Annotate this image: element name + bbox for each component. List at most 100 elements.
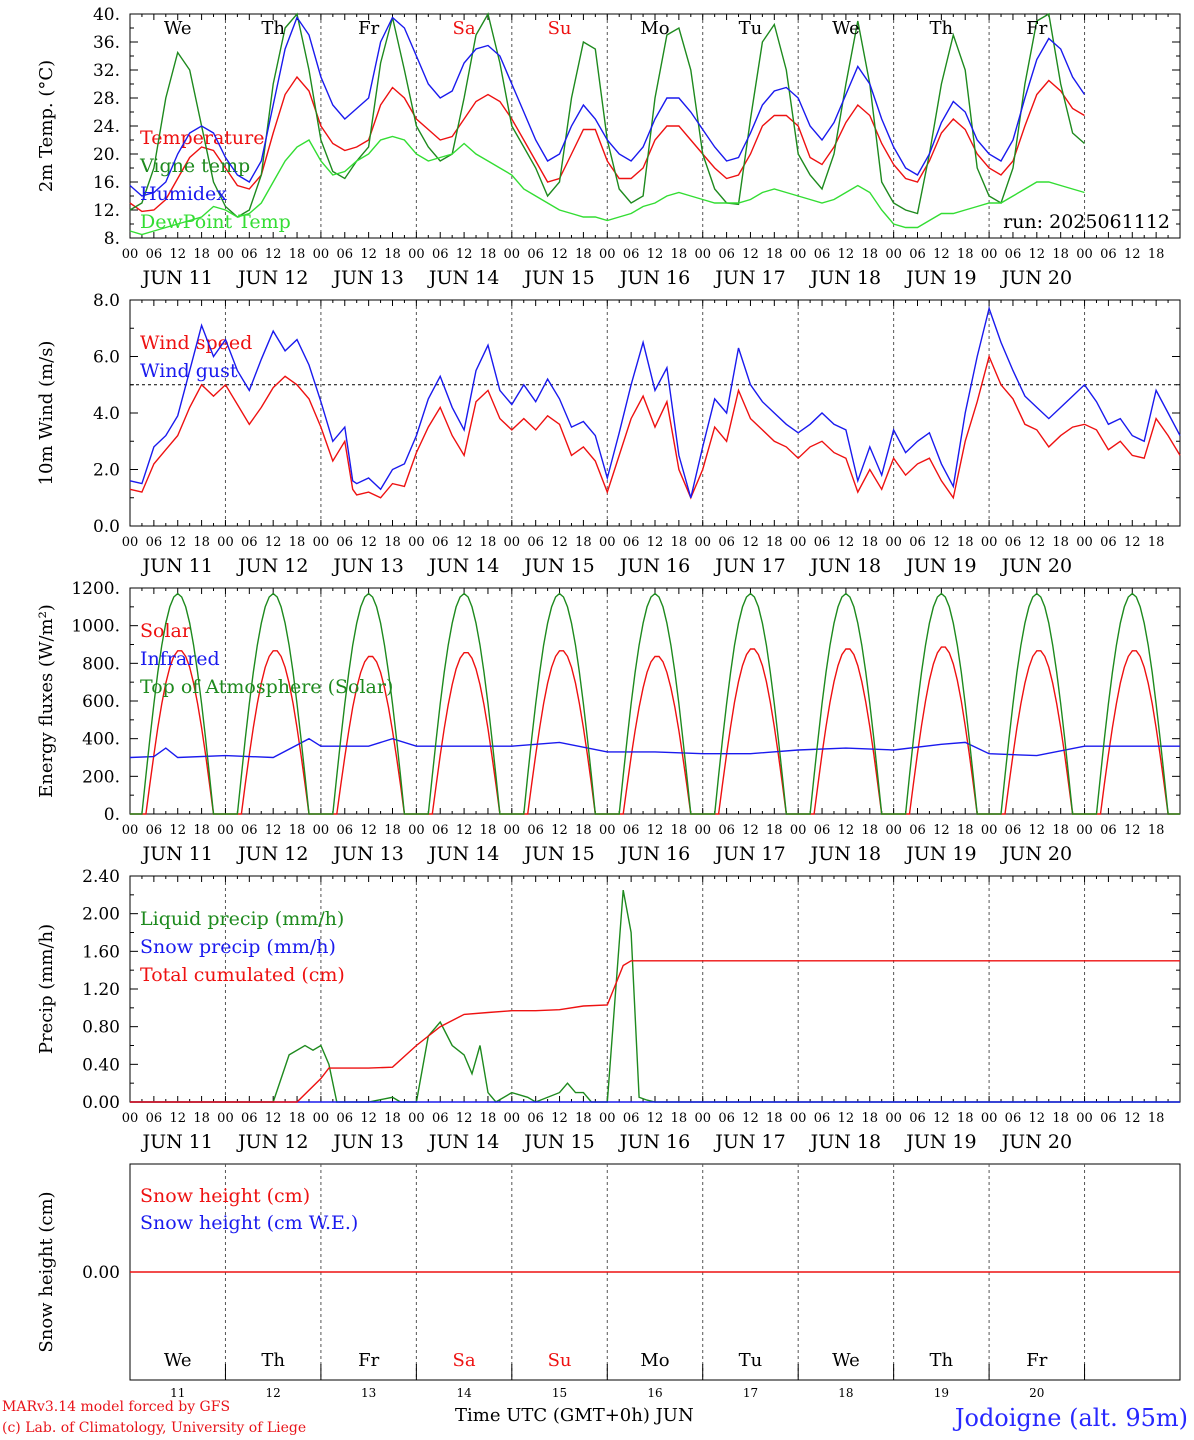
y-tick-label: 1200. (71, 579, 120, 599)
x-hour-label: 12 (647, 535, 664, 550)
x-date-label: JUN 11 (140, 555, 212, 577)
x-hour-label: 12 (838, 1111, 855, 1126)
x-hour-label: 18 (575, 1111, 592, 1126)
series-line-temperature (129, 75, 1085, 213)
x-hour-label: 12 (933, 1111, 950, 1126)
x-hour-label: 12 (169, 247, 186, 262)
x-date-label: JUN 19 (904, 555, 976, 577)
x-hour-label: 00 (408, 535, 425, 550)
credit-line-2: (c) Lab. of Climatology, University of L… (2, 1420, 307, 1436)
x-hour-label: 12 (647, 247, 664, 262)
plot-frame (129, 299, 1181, 527)
x-hour-label: 18 (861, 247, 878, 262)
x-hour-label: 00 (408, 823, 425, 838)
y-tick-label: 2.40 (82, 867, 120, 887)
x-hour-label: 06 (718, 1111, 735, 1126)
x-date-label: JUN 20 (1000, 843, 1072, 865)
y-axis-label: Energy fluxes (W/m²) (36, 604, 57, 798)
legend-entry: Snow height (cm W.E.) (140, 1212, 358, 1234)
weekday-label: We (164, 18, 192, 39)
x-hour-label: 00 (217, 535, 234, 550)
plot-frame (129, 13, 1181, 239)
y-tick-label: 0.0 (93, 517, 120, 537)
x-date-label: JUN 16 (618, 267, 690, 289)
x-date-label: JUN 15 (522, 555, 594, 577)
x-hour-label: 18 (861, 823, 878, 838)
x-hour-label: 18 (480, 247, 497, 262)
x-date-label: JUN 11 (140, 1131, 212, 1153)
x-hour-label: 18 (766, 823, 783, 838)
x-hour-label: 12 (360, 823, 377, 838)
x-hour-label: 00 (599, 1111, 616, 1126)
x-hour-label: 12 (456, 535, 473, 550)
series-line-solar (130, 646, 1180, 815)
x-hour-label: 00 (504, 823, 521, 838)
x-hour-label: 18 (575, 247, 592, 262)
x-date-label: JUN 20 (1000, 267, 1072, 289)
y-axis-label: Snow height (cm) (36, 1191, 57, 1352)
x-hour-label: 18 (1148, 1111, 1165, 1126)
x-hour-label: 00 (217, 1111, 234, 1126)
day-number-label: 20 (1029, 1386, 1044, 1400)
y-tick-label: 32. (93, 61, 120, 81)
x-date-label: JUN 17 (713, 1131, 785, 1153)
day-number-label: 13 (361, 1386, 376, 1400)
x-hour-label: 18 (957, 247, 974, 262)
x-hour-label: 18 (289, 1111, 306, 1126)
x-hour-label: 12 (169, 1111, 186, 1126)
x-hour-label: 06 (527, 535, 544, 550)
x-hour-label: 12 (838, 823, 855, 838)
series-line-wind-speed (129, 354, 1181, 500)
x-hour-label: 18 (1052, 535, 1069, 550)
weekday-label: Mo (640, 1350, 669, 1371)
x-hour-label: 12 (1029, 1111, 1046, 1126)
weekday-label: Su (548, 1350, 572, 1371)
weekday-label: We (832, 18, 860, 39)
weekday-label: Su (548, 18, 572, 39)
x-hour-label: 00 (694, 823, 711, 838)
x-hour-label: 06 (527, 247, 544, 262)
x-hour-label: 18 (384, 247, 401, 262)
x-hour-label: 06 (623, 1111, 640, 1126)
x-date-label: JUN 16 (618, 1131, 690, 1153)
y-tick-label: 2.0 (93, 461, 120, 481)
y-tick-label: 36. (93, 33, 120, 53)
x-hour-label: 18 (861, 1111, 878, 1126)
legend-entry: Wind gust (140, 360, 238, 382)
x-hour-label: 12 (456, 247, 473, 262)
day-number-label: 19 (934, 1386, 949, 1400)
panel-2: 00 06 12 18 00 06 12 18 00 06 12 18 00 06 12 18 00 06 12 18… (36, 291, 1181, 577)
x-date-label: JUN 17 (713, 555, 785, 577)
x-date-label: JUN 14 (427, 1131, 499, 1153)
y-axis-label: Precip (mm/h) (36, 924, 57, 1054)
weekday-label: Fr (1026, 18, 1047, 39)
legend-entry: Humidex (140, 183, 227, 205)
x-hour-label: 18 (575, 823, 592, 838)
x-hour-label: 00 (122, 535, 139, 550)
x-date-label: JUN 18 (809, 1131, 881, 1153)
x-hour-label: 12 (551, 247, 568, 262)
weekday-label: Tu (739, 1350, 763, 1371)
x-hour-label: 12 (647, 823, 664, 838)
x-hour-label: 12 (265, 1111, 282, 1126)
legend-entry: Solar (140, 620, 192, 642)
weekday-label: Mo (640, 18, 669, 39)
x-hour-label: 06 (909, 247, 926, 262)
x-date-label: JUN 18 (809, 267, 881, 289)
x-hour-label: 00 (217, 823, 234, 838)
x-date-label: JUN 11 (140, 843, 212, 865)
x-hour-label: 06 (1100, 1111, 1117, 1126)
x-hour-label: 12 (647, 1111, 664, 1126)
x-hour-label: 18 (289, 535, 306, 550)
x-hour-label: 12 (1124, 247, 1141, 262)
x-hour-label: 12 (933, 823, 950, 838)
series-line-liquid-precip-mm-h- (130, 889, 1180, 1103)
x-date-label: JUN 15 (522, 843, 594, 865)
x-hour-label: 18 (957, 823, 974, 838)
x-hour-label: 18 (671, 247, 688, 262)
y-tick-label: 24. (93, 117, 120, 137)
y-tick-label: 1000. (71, 617, 120, 637)
series-line-dewpoint-temp (129, 135, 1085, 236)
x-hour-label: 00 (885, 535, 902, 550)
x-hour-label: 12 (169, 535, 186, 550)
